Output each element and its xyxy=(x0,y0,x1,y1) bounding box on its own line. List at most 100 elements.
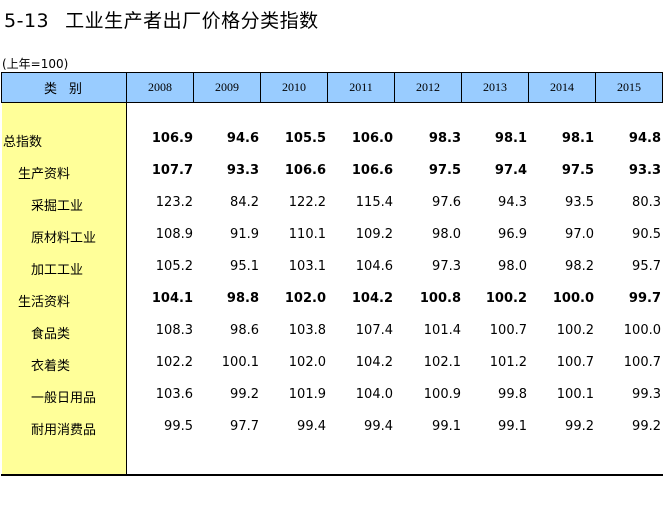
row-label: 食品类 xyxy=(31,327,71,342)
table-row: 食品类 108.3 98.6 103.8 107.4 101.4 100.7 100.2 100… xyxy=(0,316,663,348)
cell-value: 106.6 xyxy=(351,163,393,178)
table-row: 生产资料 107.7 93.3 106.6 106.6 97.5 97.4 97.5 93.3 xyxy=(0,156,663,188)
cell-value: 80.3 xyxy=(632,195,661,210)
cell-value: 99.7 xyxy=(628,291,661,306)
cell-value: 108.9 xyxy=(155,227,193,242)
cell-value: 103.1 xyxy=(288,259,326,274)
cell-value: 95.1 xyxy=(230,259,259,274)
table-row: 采掘工业 123.2 84.2 122.2 115.4 97.6 94.3 93.5 80.3 xyxy=(0,188,663,220)
cell-value: 110.1 xyxy=(288,227,326,242)
cell-value: 93.5 xyxy=(565,195,594,210)
header-year: 2012 xyxy=(394,72,462,103)
cell-value: 100.1 xyxy=(221,355,259,370)
table-row: 总指数 106.9 94.6 105.5 106.0 98.3 98.1 98.1 94.8 xyxy=(0,124,663,156)
cell-value: 107.7 xyxy=(151,163,193,178)
cell-value: 100.0 xyxy=(552,291,594,306)
unit-note: (上年=100) xyxy=(2,57,69,71)
cell-value: 95.7 xyxy=(632,259,661,274)
cell-value: 106.6 xyxy=(284,163,326,178)
cell-value: 100.7 xyxy=(556,355,594,370)
row-label: 采掘工业 xyxy=(31,199,84,214)
cell-value: 100.7 xyxy=(489,323,527,338)
header-year: 2013 xyxy=(461,72,529,103)
cell-value: 98.3 xyxy=(428,131,461,146)
cell-value: 103.6 xyxy=(155,387,193,402)
cell-value: 98.2 xyxy=(565,259,594,274)
table-bottom-rule xyxy=(1,474,663,476)
cell-value: 104.1 xyxy=(151,291,193,306)
cell-value: 99.4 xyxy=(297,419,326,434)
cell-value: 104.2 xyxy=(355,355,393,370)
cell-value: 99.2 xyxy=(565,419,594,434)
cell-value: 100.0 xyxy=(623,323,661,338)
cell-value: 97.7 xyxy=(230,419,259,434)
header-year: 2010 xyxy=(260,72,328,103)
header-year: 2011 xyxy=(327,72,395,103)
cell-value: 99.4 xyxy=(364,419,393,434)
cell-value: 104.2 xyxy=(351,291,393,306)
cell-value: 100.9 xyxy=(423,387,461,402)
cell-value: 97.5 xyxy=(428,163,461,178)
cell-value: 100.2 xyxy=(485,291,527,306)
cell-value: 97.5 xyxy=(561,163,594,178)
row-label: 生活资料 xyxy=(18,295,71,310)
cell-value: 98.0 xyxy=(498,259,527,274)
cell-value: 100.7 xyxy=(623,355,661,370)
cell-value: 101.4 xyxy=(423,323,461,338)
row-label: 原材料工业 xyxy=(31,231,97,246)
table-header: 类别 2008 2009 2010 2011 2012 2013 2014 20… xyxy=(1,72,663,103)
cell-value: 104.6 xyxy=(355,259,393,274)
cell-value: 115.4 xyxy=(355,195,393,210)
cell-value: 98.6 xyxy=(230,323,259,338)
row-label: 加工工业 xyxy=(31,263,84,278)
cell-value: 106.9 xyxy=(151,131,193,146)
cell-value: 105.2 xyxy=(155,259,193,274)
cell-value: 108.3 xyxy=(155,323,193,338)
cell-value: 94.6 xyxy=(226,131,259,146)
table-row: 一般日用品 103.6 99.2 101.9 104.0 100.9 99.8 100.1 99… xyxy=(0,380,663,412)
cell-value: 96.9 xyxy=(498,227,527,242)
cell-value: 123.2 xyxy=(155,195,193,210)
page-title: 5-13 工业生产者出厂价格分类指数 xyxy=(4,6,319,33)
row-label: 衣着类 xyxy=(31,359,71,374)
cell-value: 100.1 xyxy=(556,387,594,402)
cell-value: 99.8 xyxy=(498,387,527,402)
row-label: 耐用消费品 xyxy=(31,423,97,438)
cell-value: 97.3 xyxy=(432,259,461,274)
cell-value: 102.2 xyxy=(155,355,193,370)
header-year: 2009 xyxy=(193,72,261,103)
cell-value: 101.9 xyxy=(288,387,326,402)
row-label: 总指数 xyxy=(3,135,43,150)
cell-value: 105.5 xyxy=(284,131,326,146)
header-category: 类别 xyxy=(1,72,127,103)
cell-value: 97.4 xyxy=(494,163,527,178)
cell-value: 97.0 xyxy=(565,227,594,242)
cell-value: 93.3 xyxy=(628,163,661,178)
table-body: 总指数 106.9 94.6 105.5 106.0 98.3 98.1 98.1 94.8 生产… xyxy=(0,124,663,444)
cell-value: 84.2 xyxy=(230,195,259,210)
table-row: 原材料工业 108.9 91.9 110.1 109.2 98.0 96.9 97.0 90.5 xyxy=(0,220,663,252)
cell-value: 122.2 xyxy=(288,195,326,210)
cell-value: 99.5 xyxy=(164,419,193,434)
cell-value: 103.8 xyxy=(288,323,326,338)
cell-value: 99.1 xyxy=(498,419,527,434)
header-year: 2014 xyxy=(528,72,596,103)
cell-value: 99.2 xyxy=(230,387,259,402)
table-row: 耐用消费品 99.5 97.7 99.4 99.4 99.1 99.1 99.2 99.2 xyxy=(0,412,663,444)
table-row: 生活资料 104.1 98.8 102.0 104.2 100.8 100.2 100.0 99… xyxy=(0,284,663,316)
cell-value: 100.2 xyxy=(556,323,594,338)
table-row: 衣着类 102.2 100.1 102.0 104.2 102.1 101.2 100.7 10… xyxy=(0,348,663,380)
row-label: 生产资料 xyxy=(18,167,71,182)
cell-value: 98.1 xyxy=(561,131,594,146)
cell-value: 101.2 xyxy=(489,355,527,370)
cell-value: 99.3 xyxy=(632,387,661,402)
cell-value: 98.0 xyxy=(432,227,461,242)
cell-value: 102.0 xyxy=(284,291,326,306)
cell-value: 107.4 xyxy=(355,323,393,338)
cell-value: 100.8 xyxy=(419,291,461,306)
cell-value: 104.0 xyxy=(355,387,393,402)
header-year: 2008 xyxy=(126,72,194,103)
cell-value: 99.1 xyxy=(432,419,461,434)
cell-value: 98.8 xyxy=(226,291,259,306)
cell-value: 94.8 xyxy=(628,131,661,146)
